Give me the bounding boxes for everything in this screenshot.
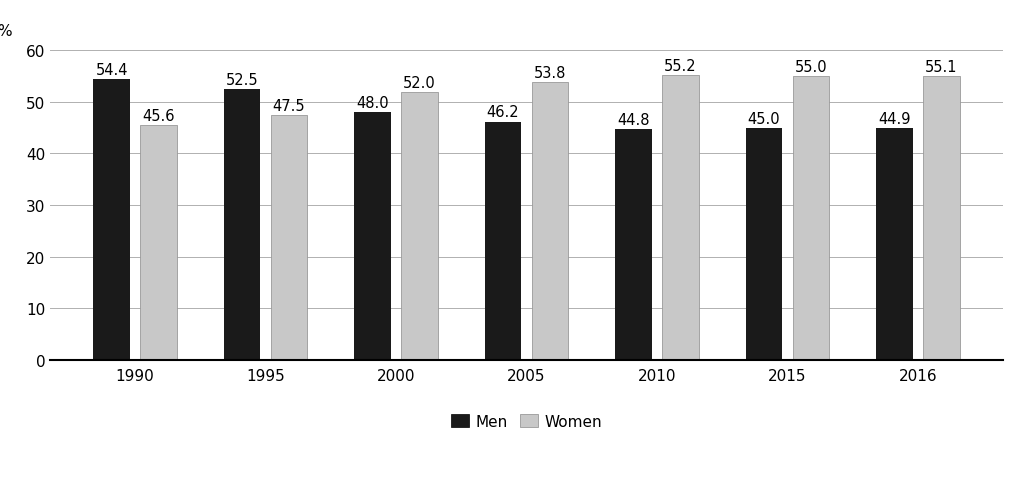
Text: 55.0: 55.0 bbox=[795, 60, 827, 75]
Text: 55.1: 55.1 bbox=[925, 60, 957, 75]
Text: 53.8: 53.8 bbox=[534, 66, 567, 81]
Bar bbox=[745, 128, 783, 360]
Text: 46.2: 46.2 bbox=[487, 105, 519, 120]
Text: 55.2: 55.2 bbox=[665, 59, 697, 74]
Bar bbox=[355, 113, 391, 360]
Bar bbox=[531, 83, 569, 360]
Bar bbox=[401, 92, 437, 360]
Bar bbox=[140, 125, 177, 360]
Bar bbox=[93, 80, 130, 360]
Bar bbox=[923, 76, 959, 360]
Text: 44.8: 44.8 bbox=[617, 112, 649, 127]
Text: 52.5: 52.5 bbox=[226, 73, 259, 88]
Legend: Men, Women: Men, Women bbox=[445, 408, 608, 435]
Bar bbox=[224, 90, 261, 360]
Text: 45.6: 45.6 bbox=[142, 108, 175, 123]
Text: 54.4: 54.4 bbox=[95, 63, 128, 78]
Text: %: % bbox=[0, 24, 12, 39]
Bar bbox=[615, 130, 651, 360]
Text: 48.0: 48.0 bbox=[357, 96, 389, 111]
Text: 45.0: 45.0 bbox=[747, 111, 781, 126]
Text: 52.0: 52.0 bbox=[403, 76, 436, 91]
Bar bbox=[663, 76, 699, 360]
Bar bbox=[793, 77, 829, 360]
Bar bbox=[877, 129, 913, 360]
Text: 47.5: 47.5 bbox=[273, 99, 305, 114]
Bar bbox=[485, 122, 521, 360]
Bar bbox=[271, 116, 307, 360]
Text: 44.9: 44.9 bbox=[879, 112, 911, 127]
